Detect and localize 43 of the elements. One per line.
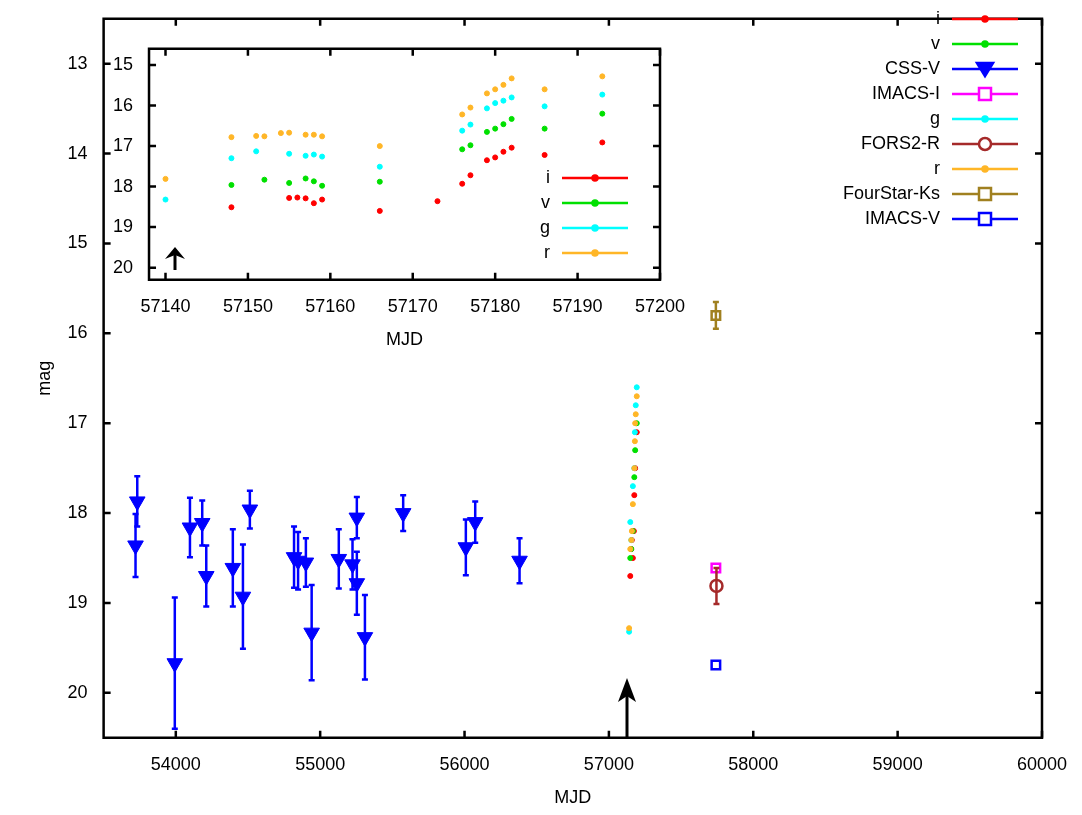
x-tick-label: 57000	[583, 753, 634, 774]
legend-label: FourStar-Ks	[842, 183, 940, 204]
x-tick-label: 57170	[387, 295, 438, 316]
x-axis-title: MJD	[386, 329, 424, 350]
y-tick-label: 17	[112, 135, 134, 156]
legend-label: v	[931, 33, 940, 54]
legend-label: CSS-V	[884, 58, 940, 79]
x-tick-label: 60000	[1016, 753, 1068, 774]
y-tick-label: 15	[67, 232, 88, 253]
x-tick-label: 57140	[140, 295, 191, 316]
y-tick-label: 13	[67, 52, 88, 73]
legend-label: r	[544, 242, 550, 263]
legend-label: g	[539, 217, 550, 238]
y-tick-label: 15	[112, 53, 134, 74]
y-tick-label: 17	[67, 412, 88, 433]
y-tick-label: 20	[67, 681, 88, 702]
x-tick-label: 58000	[728, 753, 779, 774]
x-tick-label: 59000	[872, 753, 923, 774]
x-tick-label: 57150	[222, 295, 273, 316]
y-tick-label: 14	[67, 142, 88, 163]
legend-label: v	[541, 192, 550, 213]
x-tick-label: 57180	[470, 295, 521, 316]
y-tick-label: 19	[112, 216, 134, 237]
y-tick-label: 20	[112, 256, 134, 277]
legend-label: IMACS-I	[871, 83, 940, 104]
legend-label: g	[929, 108, 940, 129]
y-tick-label: 18	[112, 175, 134, 196]
x-tick-label: 57200	[634, 295, 686, 316]
x-tick-label: 57160	[305, 295, 356, 316]
legend-label: IMACS-V	[864, 208, 940, 229]
y-tick-label: 18	[67, 502, 88, 523]
y-tick-label: 16	[67, 322, 88, 343]
legend-label: i	[546, 167, 550, 188]
legend-label: r	[934, 158, 940, 179]
x-tick-label: 54000	[150, 753, 201, 774]
y-axis-title: mag	[33, 360, 54, 396]
x-tick-label: 57190	[552, 295, 603, 316]
x-tick-label: 56000	[439, 753, 490, 774]
x-tick-label: 55000	[295, 753, 346, 774]
legend-label: FORS2-R	[860, 133, 940, 154]
x-axis-title: MJD	[554, 787, 592, 808]
y-tick-label: 16	[112, 94, 134, 115]
y-tick-label: 19	[67, 591, 88, 612]
